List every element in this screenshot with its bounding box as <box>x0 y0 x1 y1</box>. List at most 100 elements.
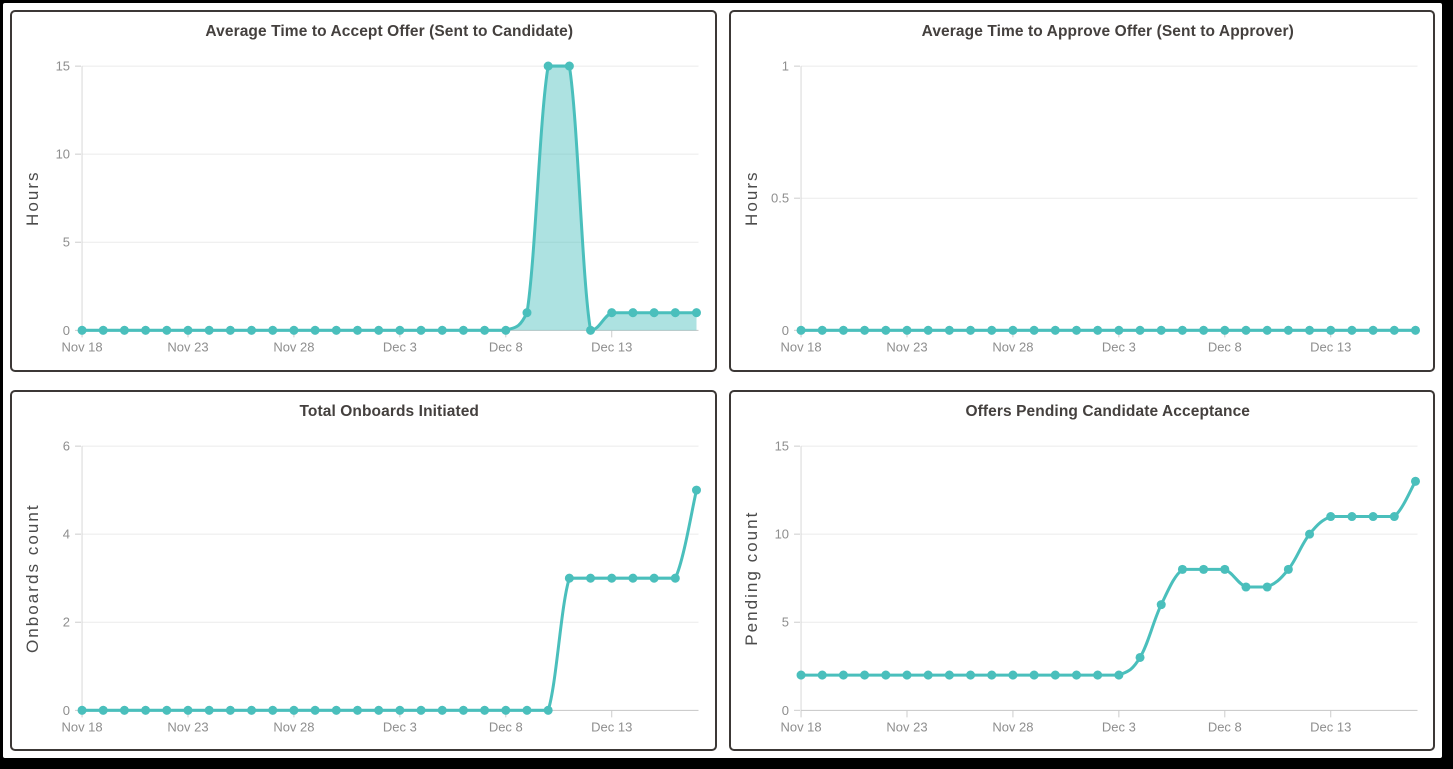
approve-offer-chart-canvas[interactable]: 0 0.5 1 Nov 18 Nov 23 Nov 28 Dec 3 Dec 8 Dec 13 H… <box>731 52 1434 370</box>
data-point[interactable] <box>331 325 341 335</box>
data-point[interactable] <box>77 705 87 715</box>
data-point[interactable] <box>1092 325 1102 335</box>
data-point[interactable] <box>522 705 532 715</box>
data-point[interactable] <box>1283 564 1293 574</box>
data-point[interactable] <box>522 308 532 318</box>
data-point[interactable] <box>986 325 996 335</box>
data-point[interactable] <box>1240 581 1250 592</box>
data-point[interactable] <box>247 705 257 715</box>
data-point[interactable] <box>1346 511 1356 521</box>
data-point[interactable] <box>374 705 384 715</box>
data-point[interactable] <box>1156 325 1166 335</box>
data-point[interactable] <box>501 325 511 335</box>
data-point[interactable] <box>77 325 87 335</box>
data-point[interactable] <box>1368 511 1378 521</box>
data-point[interactable] <box>310 705 320 715</box>
data-point[interactable] <box>98 325 108 335</box>
data-point[interactable] <box>901 670 911 680</box>
data-point[interactable] <box>141 325 151 335</box>
data-point[interactable] <box>119 705 129 715</box>
data-point[interactable] <box>880 670 890 680</box>
data-point[interactable] <box>501 705 511 715</box>
data-point[interactable] <box>1177 325 1187 335</box>
data-point[interactable] <box>691 308 701 318</box>
data-point[interactable] <box>965 325 975 335</box>
data-point[interactable] <box>649 573 659 583</box>
data-point[interactable] <box>416 325 426 335</box>
data-point[interactable] <box>649 308 659 318</box>
data-point[interactable] <box>607 308 617 318</box>
data-point[interactable] <box>289 705 299 715</box>
data-point[interactable] <box>586 325 596 335</box>
data-point[interactable] <box>607 573 617 583</box>
data-point[interactable] <box>564 61 574 71</box>
data-point[interactable] <box>395 325 405 335</box>
data-point[interactable] <box>352 705 362 715</box>
data-point[interactable] <box>1029 670 1039 680</box>
data-point[interactable] <box>1410 476 1420 486</box>
data-point[interactable] <box>901 325 911 335</box>
data-point[interactable] <box>1304 325 1314 335</box>
data-point[interactable] <box>1050 670 1060 680</box>
data-point[interactable] <box>543 61 553 71</box>
data-point[interactable] <box>1389 325 1399 335</box>
data-point[interactable] <box>1092 670 1102 680</box>
data-point[interactable] <box>416 705 426 715</box>
data-point[interactable] <box>1325 325 1335 335</box>
data-point[interactable] <box>225 705 235 715</box>
accept-offer-chart-canvas[interactable]: 0 5 10 15 Nov 18 Nov 23 Nov 28 Dec 3 Dec 8 Dec 13… <box>12 52 715 370</box>
data-point[interactable] <box>1283 325 1293 335</box>
data-point[interactable] <box>986 670 996 680</box>
data-point[interactable] <box>586 573 596 583</box>
data-point[interactable] <box>859 670 869 680</box>
data-point[interactable] <box>944 325 954 335</box>
data-point[interactable] <box>1007 325 1017 335</box>
data-point[interactable] <box>944 670 954 680</box>
data-point[interactable] <box>119 325 129 335</box>
data-point[interactable] <box>543 705 553 715</box>
data-point[interactable] <box>1262 581 1272 592</box>
data-point[interactable] <box>628 308 638 318</box>
data-point[interactable] <box>880 325 890 335</box>
data-point[interactable] <box>247 325 257 335</box>
data-point[interactable] <box>1029 325 1039 335</box>
data-point[interactable] <box>1240 325 1250 335</box>
data-point[interactable] <box>310 325 320 335</box>
data-point[interactable] <box>98 705 108 715</box>
data-point[interactable] <box>268 705 278 715</box>
data-point[interactable] <box>437 705 447 715</box>
data-point[interactable] <box>670 573 680 583</box>
data-point[interactable] <box>1007 670 1017 680</box>
data-point[interactable] <box>395 705 405 715</box>
data-point[interactable] <box>859 325 869 335</box>
data-point[interactable] <box>796 325 806 335</box>
data-point[interactable] <box>817 670 827 680</box>
data-point[interactable] <box>1198 325 1208 335</box>
data-point[interactable] <box>1262 325 1272 335</box>
data-point[interactable] <box>1135 325 1145 335</box>
data-point[interactable] <box>1219 564 1229 574</box>
data-point[interactable] <box>923 670 933 680</box>
data-point[interactable] <box>141 705 151 715</box>
data-point[interactable] <box>1050 325 1060 335</box>
data-point[interactable] <box>1219 325 1229 335</box>
data-point[interactable] <box>204 705 214 715</box>
data-point[interactable] <box>1410 325 1420 335</box>
data-point[interactable] <box>691 485 701 495</box>
data-point[interactable] <box>1113 325 1123 335</box>
data-point[interactable] <box>183 325 193 335</box>
data-point[interactable] <box>796 670 806 680</box>
data-point[interactable] <box>923 325 933 335</box>
data-point[interactable] <box>838 670 848 680</box>
data-point[interactable] <box>331 705 341 715</box>
data-point[interactable] <box>1325 511 1335 521</box>
data-point[interactable] <box>1304 529 1314 539</box>
data-point[interactable] <box>817 325 827 335</box>
data-point[interactable] <box>204 325 214 335</box>
data-point[interactable] <box>1198 564 1208 574</box>
data-point[interactable] <box>183 705 193 715</box>
data-point[interactable] <box>458 705 468 715</box>
data-point[interactable] <box>564 573 574 583</box>
data-point[interactable] <box>225 325 235 335</box>
data-point[interactable] <box>1113 670 1123 680</box>
